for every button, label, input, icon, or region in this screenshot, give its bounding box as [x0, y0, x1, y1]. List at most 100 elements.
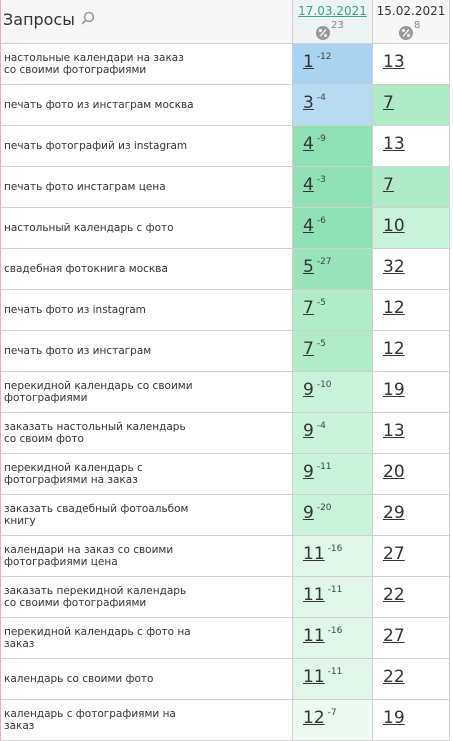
- change: -20: [316, 503, 332, 513]
- position[interactable]: 9: [303, 462, 314, 482]
- change: -16: [327, 626, 343, 636]
- previous-link[interactable]: 13: [383, 134, 405, 154]
- position-cell: 9 -4: [293, 413, 373, 454]
- percent-icon: [316, 26, 330, 40]
- previous-cell: 19: [373, 372, 450, 413]
- previous-cell: 13: [373, 413, 450, 454]
- query-cell: заказать перекидной календарь со своими ф…: [0, 577, 293, 618]
- previous-link[interactable]: 7: [383, 175, 394, 195]
- query-text: печать фото из инстаграм москва: [4, 99, 194, 111]
- position-link[interactable]: 12 -7: [303, 708, 337, 728]
- position[interactable]: 11: [303, 585, 325, 605]
- position-cell: 3 -4: [293, 85, 373, 126]
- position-link[interactable]: 4 -9: [303, 134, 326, 154]
- position-link[interactable]: 9 -11: [303, 462, 332, 482]
- position-cell: 5 -27: [293, 249, 373, 290]
- position[interactable]: 4: [303, 216, 314, 236]
- position[interactable]: 9: [303, 380, 314, 400]
- previous-link[interactable]: 27: [383, 544, 405, 564]
- search-icon[interactable]: [81, 11, 95, 25]
- position-link[interactable]: 9 -4: [303, 421, 326, 441]
- position-cell: 4 -3: [293, 167, 373, 208]
- change: -27: [316, 257, 332, 267]
- previous-link[interactable]: 22: [383, 585, 405, 605]
- position-link[interactable]: 4 -6: [303, 216, 326, 236]
- change: -16: [327, 544, 343, 554]
- position-cell: 11 -16: [293, 536, 373, 577]
- query-text: заказать настольный календарь: [4, 421, 186, 433]
- previous-link[interactable]: 32: [383, 257, 405, 277]
- position-cell: 12 -7: [293, 700, 373, 741]
- query-text: календари на заказ со своими: [4, 544, 174, 556]
- position[interactable]: 7: [303, 339, 314, 359]
- position-cell: 1 -12: [293, 44, 373, 85]
- position-cell: 11 -11: [293, 659, 373, 700]
- position-cell: 11 -11: [293, 577, 373, 618]
- change: -9: [316, 134, 326, 144]
- change: -5: [316, 339, 326, 349]
- position[interactable]: 11: [303, 626, 325, 646]
- position-link[interactable]: 11 -16: [303, 626, 342, 646]
- previous-link[interactable]: 13: [383, 421, 405, 441]
- position[interactable]: 9: [303, 421, 314, 441]
- position[interactable]: 11: [303, 544, 325, 564]
- position-link[interactable]: 7 -5: [303, 298, 326, 318]
- query-text: книгу: [4, 515, 36, 527]
- position[interactable]: 11: [303, 667, 325, 687]
- change: -10: [316, 380, 332, 390]
- query-cell: календарь с фотографиями на заказ: [0, 700, 293, 741]
- previous-link[interactable]: 19: [383, 708, 405, 728]
- previous-link[interactable]: 27: [383, 626, 405, 646]
- position[interactable]: 7: [303, 298, 314, 318]
- previous-link[interactable]: 22: [383, 667, 405, 687]
- change: -4: [316, 421, 326, 431]
- position[interactable]: 3: [303, 93, 314, 113]
- query-cell: настольные календари на заказ со своими ф…: [0, 44, 293, 85]
- previous-cell: 13: [373, 126, 450, 167]
- position[interactable]: 1: [303, 52, 314, 72]
- position[interactable]: 12: [303, 708, 325, 728]
- previous-link[interactable]: 12: [383, 339, 405, 359]
- previous-cell: 22: [373, 659, 450, 700]
- previous-link[interactable]: 13: [383, 52, 405, 72]
- date-header: 15.02.2021 8: [373, 0, 450, 44]
- position-link[interactable]: 5 -27: [303, 257, 332, 277]
- position[interactable]: 5: [303, 257, 314, 277]
- position-link[interactable]: 11 -16: [303, 544, 342, 564]
- previous-link[interactable]: 12: [383, 298, 405, 318]
- query-cell: свадебная фотокнига москва: [0, 249, 293, 290]
- position-link[interactable]: 3 -4: [303, 93, 326, 113]
- query-text: свадебная фотокнига москва: [4, 263, 168, 275]
- previous-link[interactable]: 20: [383, 462, 405, 482]
- previous-link[interactable]: 19: [383, 380, 405, 400]
- position-cell: 9 -20: [293, 495, 373, 536]
- change: -7: [327, 708, 337, 718]
- change: -11: [316, 462, 332, 472]
- date-link[interactable]: 17.03.2021: [298, 4, 367, 18]
- previous-cell: 27: [373, 618, 450, 659]
- query-text: со своими фотографиями: [4, 64, 147, 76]
- position[interactable]: 4: [303, 175, 314, 195]
- query-text: со своим фото: [4, 433, 84, 445]
- query-cell: настольный календарь с фото: [0, 208, 293, 249]
- position-link[interactable]: 9 -20: [303, 503, 332, 523]
- position-link[interactable]: 11 -11: [303, 667, 342, 687]
- previous-link[interactable]: 10: [383, 216, 405, 236]
- previous-cell: 7: [373, 167, 450, 208]
- previous-link[interactable]: 29: [383, 503, 405, 523]
- previous-link[interactable]: 7: [383, 93, 394, 113]
- previous-cell: 13: [373, 44, 450, 85]
- position-link[interactable]: 4 -3: [303, 175, 326, 195]
- position-link[interactable]: 7 -5: [303, 339, 326, 359]
- query-text: перекидной календарь с: [4, 462, 143, 474]
- previous-cell: 19: [373, 700, 450, 741]
- previous-cell: 20: [373, 454, 450, 495]
- position[interactable]: 4: [303, 134, 314, 154]
- position-link[interactable]: 9 -10: [303, 380, 332, 400]
- position[interactable]: 9: [303, 503, 314, 523]
- position-link[interactable]: 11 -11: [303, 585, 342, 605]
- query-cell: перекидной календарь с фото на заказ: [0, 618, 293, 659]
- position-cell: 4 -6: [293, 208, 373, 249]
- query-text: календарь с фотографиями на: [4, 708, 176, 720]
- position-link[interactable]: 1 -12: [303, 52, 332, 72]
